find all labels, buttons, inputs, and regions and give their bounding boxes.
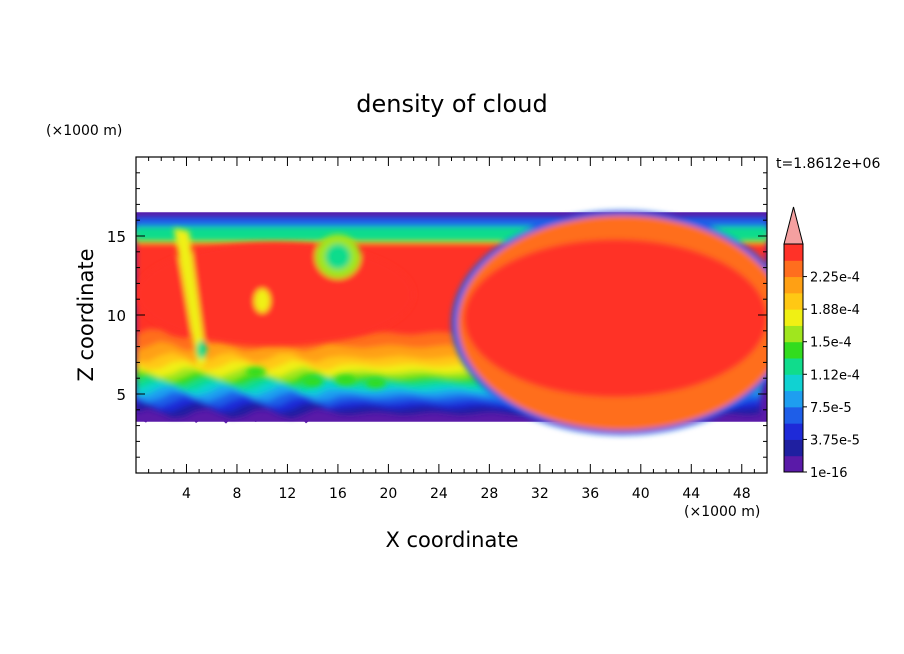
colorbar-swatch	[784, 358, 803, 375]
turbulent-region	[136, 228, 414, 388]
y-axis-title: Z coordinate	[74, 248, 98, 381]
x-axis: 4 8 12 16 20 24 28 32 36 40 44 48	[148, 157, 755, 502]
x-tick-label: 12	[279, 486, 297, 502]
colorbar-tick-label: 1.88e-4	[810, 303, 860, 318]
x-tick-label: 40	[632, 486, 650, 502]
colorbar-tick-label: 3.75e-5	[810, 433, 860, 448]
x-tick-label: 24	[430, 486, 448, 502]
colorbar-extend-arrow	[783, 206, 804, 245]
vortex-core	[325, 243, 351, 270]
x-tick-label: 4	[182, 486, 191, 502]
colorbar-swatch	[784, 423, 803, 440]
colorbar-frame	[783, 243, 804, 473]
x-tick-label: 28	[480, 486, 498, 502]
colorbar-tick-label: 2.25e-4	[810, 271, 860, 286]
time-label: t=1.8612e+06	[776, 156, 880, 172]
y-axis: 5 10 15	[107, 172, 767, 458]
colorbar-swatch	[784, 374, 803, 392]
x-tick-label: 32	[531, 486, 549, 502]
colorbar-swatch	[784, 455, 803, 473]
colorbar-tick-label: 1.12e-4	[810, 368, 860, 383]
y-unit-label: (×1000 m)	[46, 123, 122, 139]
mixing-patch	[335, 374, 356, 385]
mixing-patch	[302, 376, 323, 387]
mixing-patch	[365, 377, 386, 388]
colorbar-swatch	[784, 325, 803, 343]
turbulent-core	[136, 242, 414, 347]
colorbar-tick-label: 1.5e-4	[810, 336, 852, 351]
colorbar-swatch	[784, 390, 803, 408]
mixing-patch	[245, 366, 266, 377]
x-unit-label: (×1000 m)	[684, 504, 760, 520]
colorbar-tick-label: 1e-16	[810, 466, 848, 481]
x-tick-label: 48	[733, 486, 751, 502]
x-tick-label: 16	[329, 486, 347, 502]
x-axis-title: X coordinate	[385, 528, 518, 552]
y-tick-label: 10	[107, 307, 126, 325]
x-tick-label: 36	[581, 486, 599, 502]
chart-title: density of cloud	[356, 90, 547, 118]
contour-field	[136, 210, 767, 436]
cloud-top	[136, 210, 767, 436]
updraft-streak	[173, 228, 207, 369]
colorbar-swatch	[784, 309, 803, 326]
colorbar: 2.25e-4 1.88e-4 1.5e-4 1.12e-4 7.5e-5 3.75e-5…	[783, 206, 860, 481]
y-tick-label: 5	[116, 386, 126, 404]
turbulent-blob	[254, 288, 271, 313]
colorbar-swatch	[784, 276, 803, 294]
y-tick-label: 15	[107, 228, 126, 246]
colorbar-swatch	[784, 260, 803, 278]
dome-inner	[464, 239, 767, 398]
colorbar-swatch	[784, 292, 803, 310]
colorbar-swatch	[784, 439, 803, 457]
colorbar-swatch	[784, 244, 803, 261]
x-tick-label: 20	[379, 486, 397, 502]
x-tick-label: 8	[232, 486, 241, 502]
updraft-blob	[196, 340, 207, 359]
x-tick-label: 44	[682, 486, 700, 502]
colorbar-swatch	[784, 341, 803, 359]
colorbar-swatch	[784, 406, 803, 424]
colorbar-tick-label: 7.5e-5	[810, 401, 852, 416]
